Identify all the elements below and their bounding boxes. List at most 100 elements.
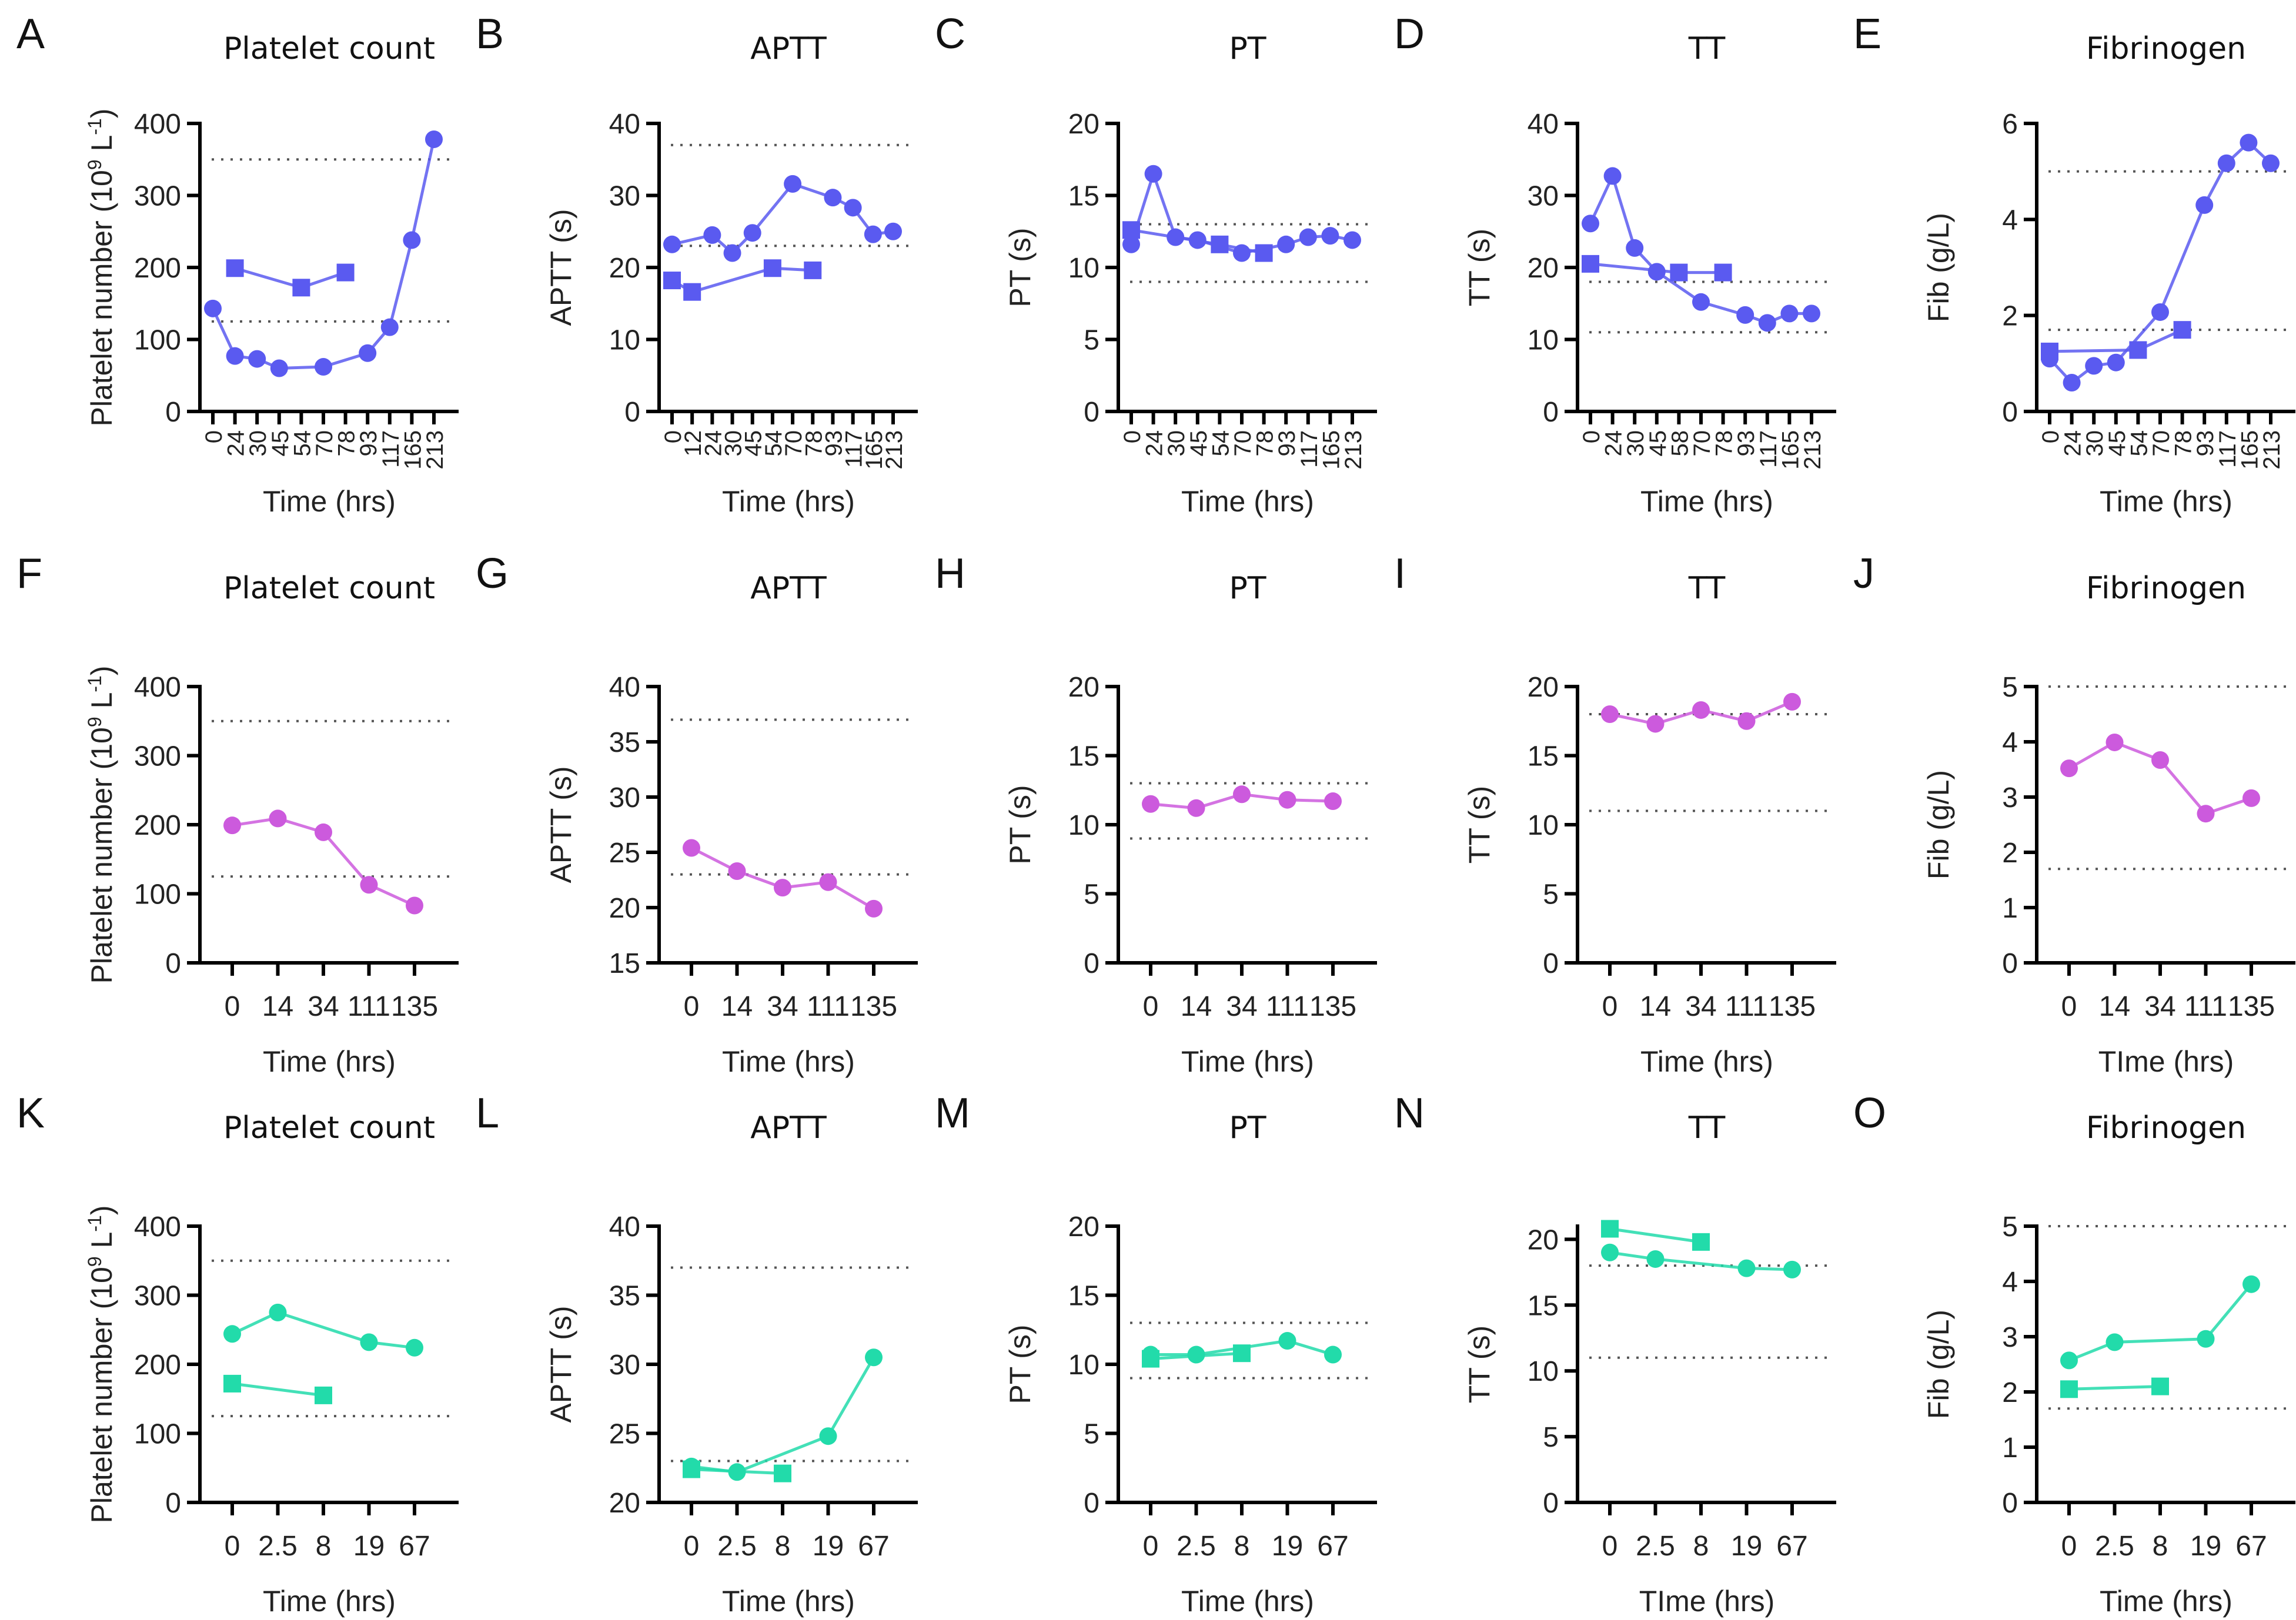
data-point-circle [723,244,741,262]
superscript: 9 [84,717,105,727]
y-tick-label: 10 [609,325,640,356]
chart-e: E Fibrinogen0246024304554707893117165213T… [1853,11,2295,518]
panel-title: APTT [750,1110,827,1146]
y-axis-title: APTT (s) [544,209,577,326]
panel-title: Platelet count [223,31,435,66]
data-point-circle [2151,303,2169,321]
x-tick-label: 30 [245,430,271,457]
y-axis-title: Platelet number (109 L-1) [84,666,118,984]
data-point-circle [270,359,288,377]
y-tick-label: 20 [1528,672,1559,703]
x-tick-label: 213 [422,430,448,470]
panel-letter: F [16,550,42,597]
y-tick-label: 40 [609,1211,640,1243]
y-tick-label: 10 [1068,253,1099,284]
y-tick-label: 100 [134,1419,181,1450]
y-tick-label: 0 [1543,948,1559,979]
x-axis-title: Time (hrs) [1181,1585,1314,1618]
chart-c: C PT05101520024304554707893117165213Time … [935,11,1377,518]
panel-title: TT [1688,1110,1726,1146]
y-tick-label: 5 [2002,1211,2018,1243]
y-tick-label: 4 [2002,205,2018,236]
x-tick-label: 0 [225,991,240,1022]
x-axis-title: Time (hrs) [1181,1045,1314,1078]
superscript: 9 [84,159,105,170]
x-tick-label: 213 [1341,430,1366,470]
data-point-circle [315,823,332,841]
x-tick-label: 0 [201,430,227,443]
chart-i: I TT 0 5 10 15 20 0 14 34 111 135 Time (hrs) TT (s) [1394,550,1836,1078]
x-tick-label: 54 [289,430,315,457]
data-point-circle [2060,759,2078,778]
y-tick-label: 400 [134,1211,181,1243]
x-tick-label: 111 [347,991,390,1022]
data-point-square [774,1464,791,1482]
panel-j: J Fibrinogen 0 1 2 3 4 5 0 14 34 111 135 TIme (hrs) Fi… [1837,540,2296,1079]
y-tick-label: 20 [609,1488,640,1519]
data-point-square [663,272,681,290]
y-tick-label: 2 [2002,301,2018,332]
panel-letter: C [935,11,965,58]
data-point-circle [1646,715,1665,733]
y-tick-label: 300 [134,181,181,212]
y-tick-label: 2 [2002,838,2018,869]
x-tick-label: 78 [2171,430,2197,457]
x-axis-title: Time (hrs) [722,485,855,518]
data-point-circle [2085,357,2103,375]
y-tick-label: 400 [134,672,181,703]
data-point-square [2129,341,2147,359]
y-axis-title: APTT (s) [544,766,577,883]
x-tick-label: 0 [1143,991,1159,1022]
data-point-square [683,283,701,301]
y-tick-label: 200 [134,810,181,841]
label-part: L [85,692,118,717]
y-tick-label: 25 [609,1419,640,1450]
y-tick-label: 5 [1084,1419,1099,1450]
data-point-circle [1324,1345,1342,1364]
y-tick-label: 3 [2002,1322,2018,1353]
superscript: -1 [84,118,105,135]
y-tick-label: 20 [609,253,640,284]
data-point-square [1714,263,1732,282]
x-tick-label: 24 [1601,430,1627,457]
y-tick-label: 20 [609,893,640,924]
x-tick-label: 0 [2061,991,2077,1022]
x-tick-label: 19 [813,1531,844,1562]
panel-letter: G [476,550,509,597]
series-line-square [671,266,813,294]
series-line-square [1150,1351,1242,1361]
data-point-circle [425,130,443,148]
x-tick-label: 8 [1234,1531,1250,1562]
data-point-circle [2240,133,2258,152]
x-tick-label: 30 [1623,430,1649,457]
x-tick-label: 0 [1119,430,1145,443]
panel-i: I TT 0 5 10 15 20 0 14 34 111 135 Time (hrs) TT (s) [1378,540,1837,1079]
x-tick-label: 165 [861,430,887,470]
x-tick-label: 2.5 [2095,1531,2134,1562]
panel-letter: D [1394,11,1425,58]
x-tick-label: 67 [399,1531,430,1562]
x-tick-label: 8 [2153,1531,2168,1562]
data-point-circle [824,189,842,207]
panel-a: A Platelet count 0 100 200 300 400 0 24 30 45 54 70 7… [0,0,459,540]
x-tick-label: 2.5 [258,1531,298,1562]
data-point-square [763,259,781,277]
x-tick-label: 45 [268,430,293,457]
x-tick-label: 111 [2184,991,2227,1022]
data-point-square [336,263,355,282]
chart-d: D TT010203040024304558707893117165213Time… [1394,11,1836,518]
data-point-circle [819,873,837,891]
data-point-circle [2195,196,2214,214]
panel-title: PT [1229,31,1266,66]
y-tick-label: 0 [165,397,181,428]
data-point-circle [2151,751,2169,769]
y-tick-label: 0 [1543,397,1559,428]
panel-letter: J [1853,550,1874,597]
y-tick-label: 0 [1543,1488,1559,1519]
data-point-circle [2217,154,2235,172]
data-point-square [223,1374,241,1393]
data-point-circle [1187,799,1205,817]
x-tick-label: 14 [1181,991,1212,1022]
y-tick-label: 40 [1528,109,1559,140]
x-tick-label: 78 [1252,430,1278,457]
